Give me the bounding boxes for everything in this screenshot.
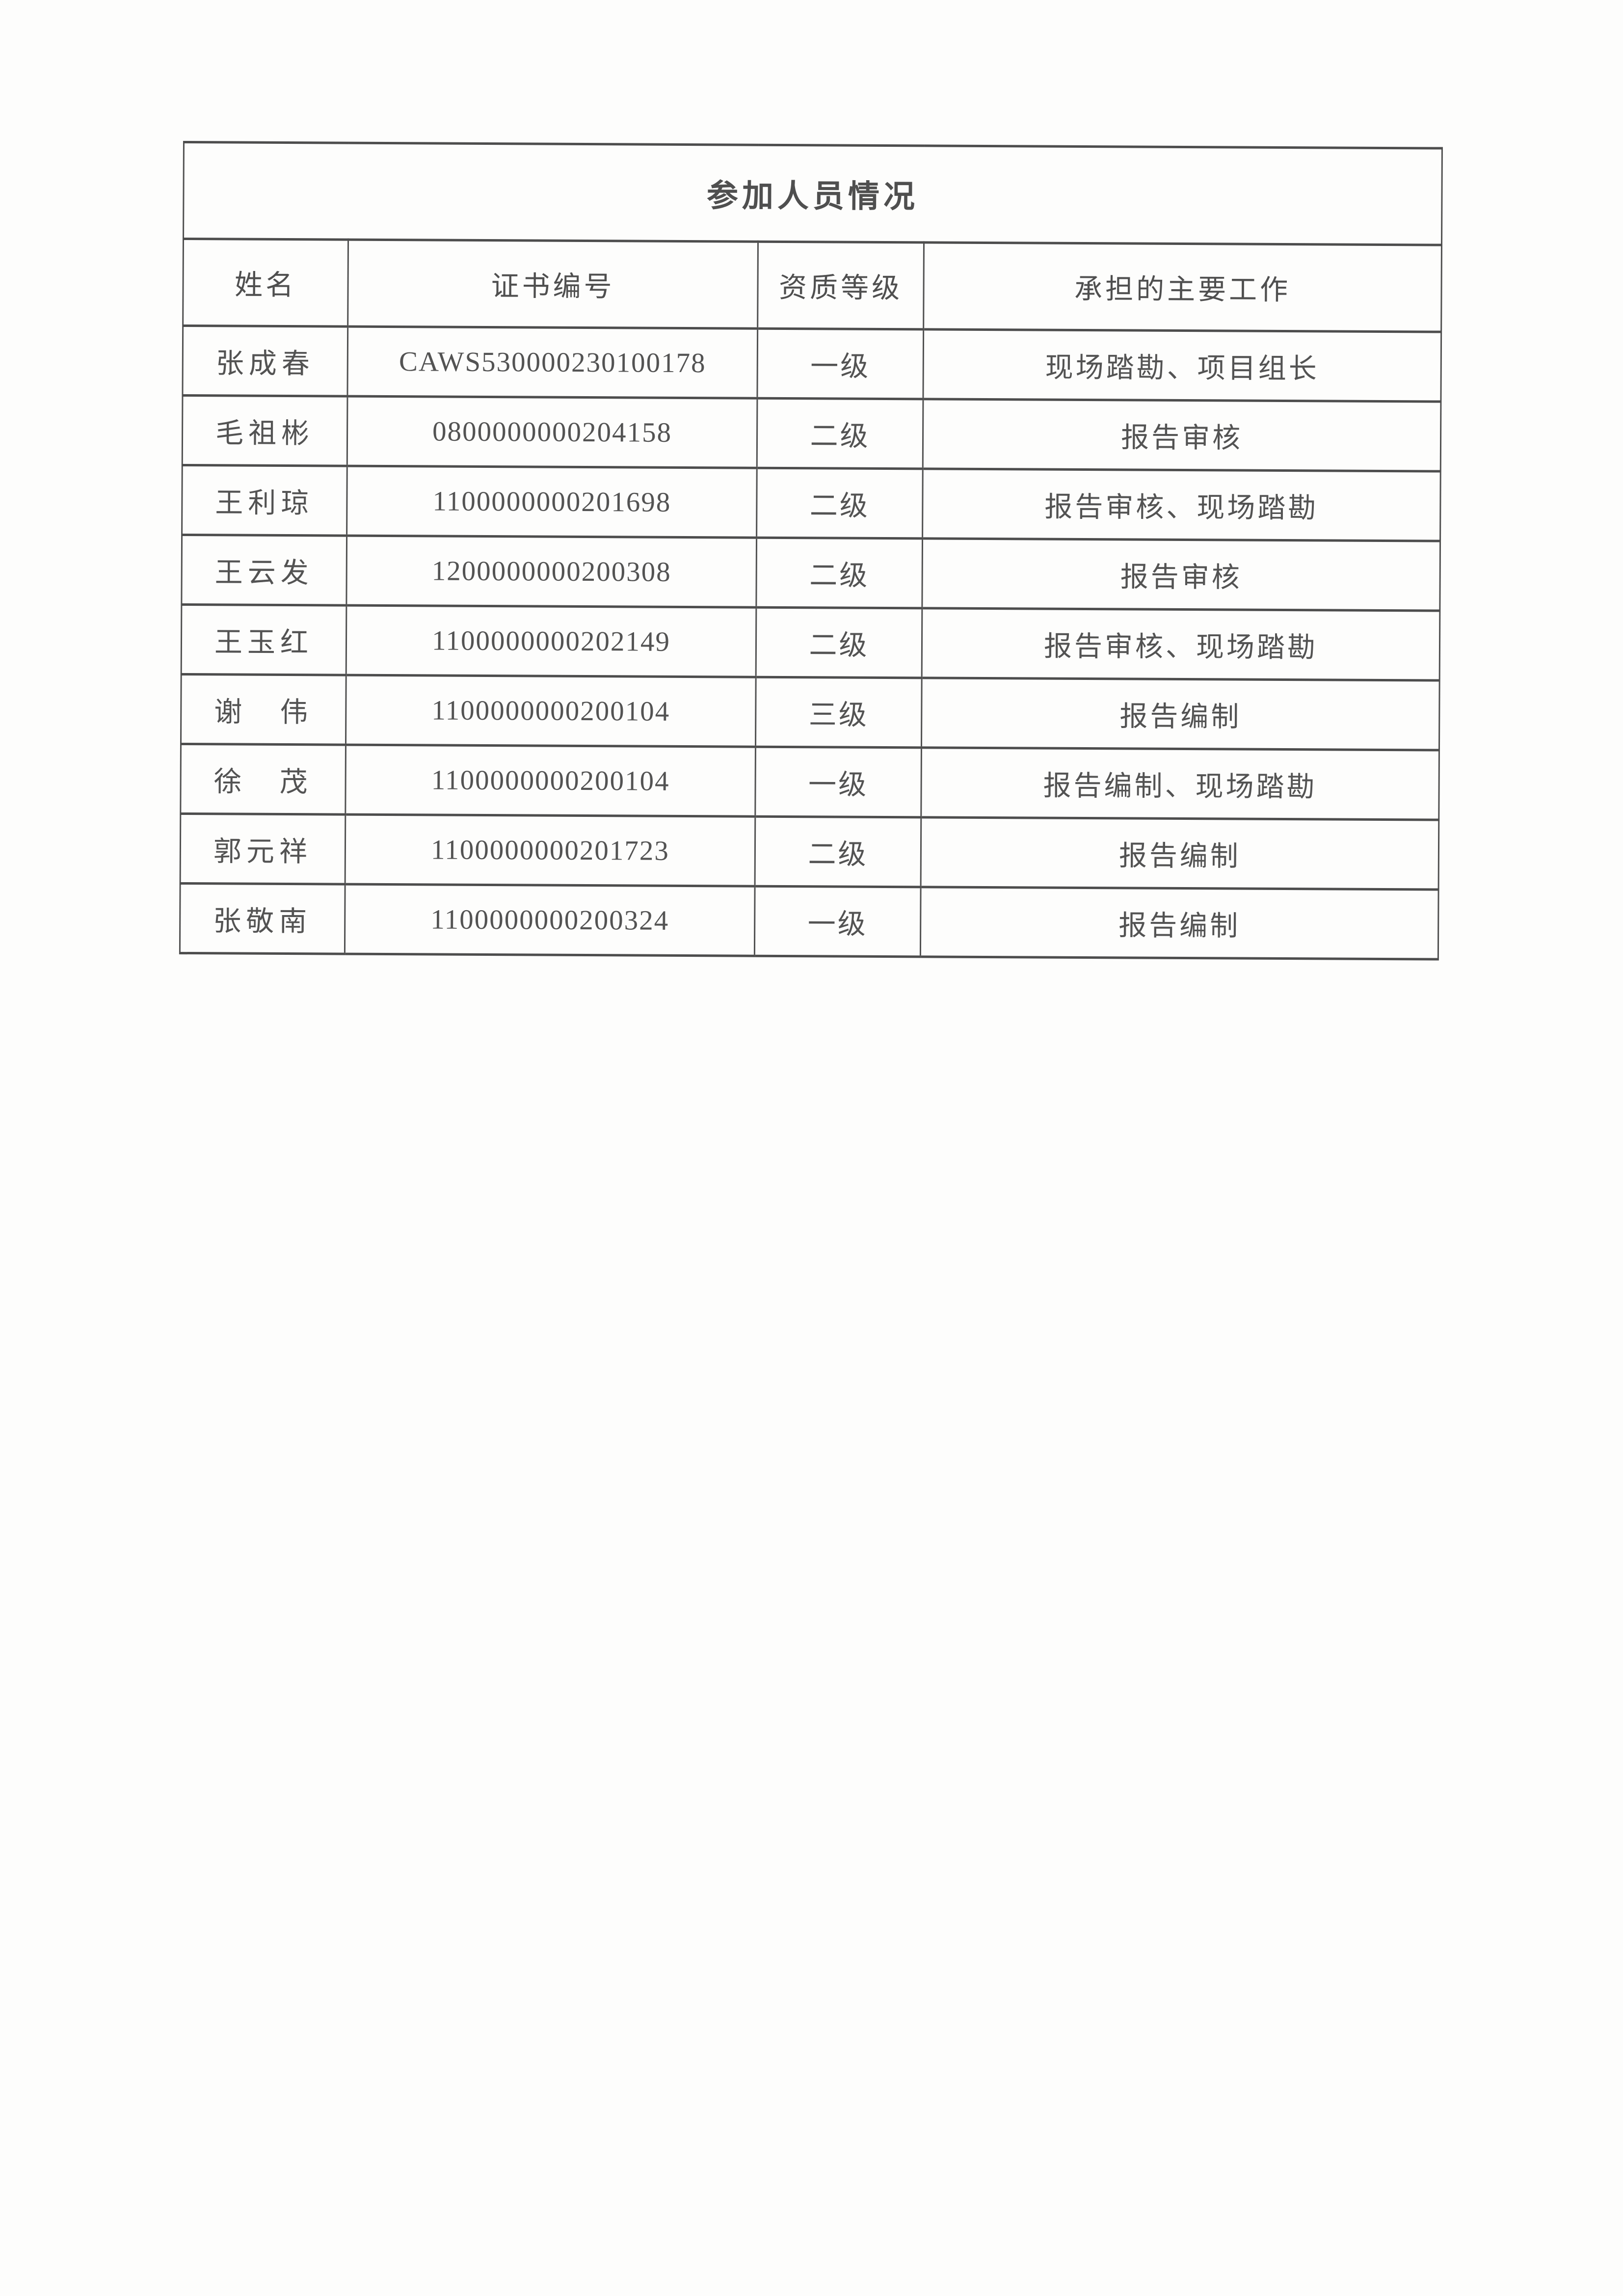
work-cell: 报告审核 (923, 399, 1441, 472)
level-cell: 二级 (756, 607, 922, 678)
name-cell: 徐 茂 (180, 744, 346, 815)
table-header-row: 姓名 证书编号 资质等级 承担的主要工作 (183, 239, 1442, 332)
level-cell: 二级 (756, 538, 923, 608)
table-row: 张成春 CAWS530000230100178 一级 现场踏勘、项目组长 (182, 325, 1441, 402)
level-cell: 二级 (755, 816, 921, 887)
name-cell: 王利琼 (182, 465, 347, 536)
table-row: 张敬南 1100000000200324 一级 报告编制 (180, 883, 1439, 960)
name-cell: 王玉红 (181, 604, 346, 675)
col-header-work: 承担的主要工作 (923, 242, 1442, 332)
cert-cell: 1100000000200104 (346, 675, 756, 747)
level-cell: 二级 (757, 398, 923, 469)
level-cell: 三级 (755, 677, 922, 748)
table-row: 王玉红 1100000000202149 二级 报告审核、现场踏勘 (181, 604, 1440, 681)
work-cell: 报告编制 (920, 887, 1439, 960)
cert-cell: 0800000000204158 (347, 396, 757, 468)
table-row: 徐 茂 1100000000200104 一级 报告编制、现场踏勘 (180, 744, 1439, 820)
cert-cell: 1100000000201698 (346, 466, 757, 538)
table-row: 郭元祥 1100000000201723 二级 报告编制 (180, 813, 1439, 890)
work-cell: 报告审核 (922, 538, 1440, 611)
level-cell: 二级 (756, 468, 923, 539)
work-cell: 报告审核、现场踏勘 (922, 468, 1441, 541)
col-header-level: 资质等级 (757, 242, 924, 329)
col-header-name: 姓名 (183, 239, 348, 327)
level-cell: 一级 (755, 747, 922, 817)
name-cell: 王云发 (181, 535, 347, 606)
table-row: 王利琼 1100000000201698 二级 报告审核、现场踏勘 (182, 465, 1441, 541)
level-cell: 一级 (757, 328, 924, 399)
name-cell: 张敬南 (180, 883, 346, 954)
table-title-row: 参加人员情况 (183, 142, 1442, 245)
work-cell: 报告审核、现场踏勘 (922, 608, 1440, 681)
name-cell: 毛祖彬 (182, 395, 347, 466)
name-cell: 张成春 (182, 325, 348, 397)
work-cell: 现场踏勘、项目组长 (923, 329, 1441, 402)
table-row: 谢 伟 1100000000200104 三级 报告编制 (181, 674, 1440, 751)
work-cell: 报告编制 (921, 817, 1439, 890)
name-cell: 谢 伟 (181, 674, 346, 745)
cert-cell: 1100000000201723 (345, 814, 755, 887)
col-header-cert: 证书编号 (347, 240, 758, 329)
table-row: 毛祖彬 0800000000204158 二级 报告审核 (182, 395, 1441, 472)
work-cell: 报告编制 (921, 677, 1440, 751)
cert-cell: CAWS530000230100178 (347, 326, 758, 399)
name-cell: 郭元祥 (180, 813, 346, 885)
cert-cell: 1100000000200324 (345, 884, 755, 956)
table-title: 参加人员情况 (183, 142, 1442, 245)
table-row: 王云发 1200000000200308 二级 报告审核 (181, 535, 1440, 611)
personnel-table: 参加人员情况 姓名 证书编号 资质等级 承担的主要工作 张成春 CAWS5300… (179, 141, 1443, 961)
cert-cell: 1100000000200104 (345, 745, 756, 817)
cert-cell: 1200000000200308 (346, 536, 757, 608)
work-cell: 报告编制、现场踏勘 (921, 747, 1439, 820)
cert-cell: 1100000000202149 (346, 605, 756, 677)
level-cell: 一级 (754, 886, 921, 957)
